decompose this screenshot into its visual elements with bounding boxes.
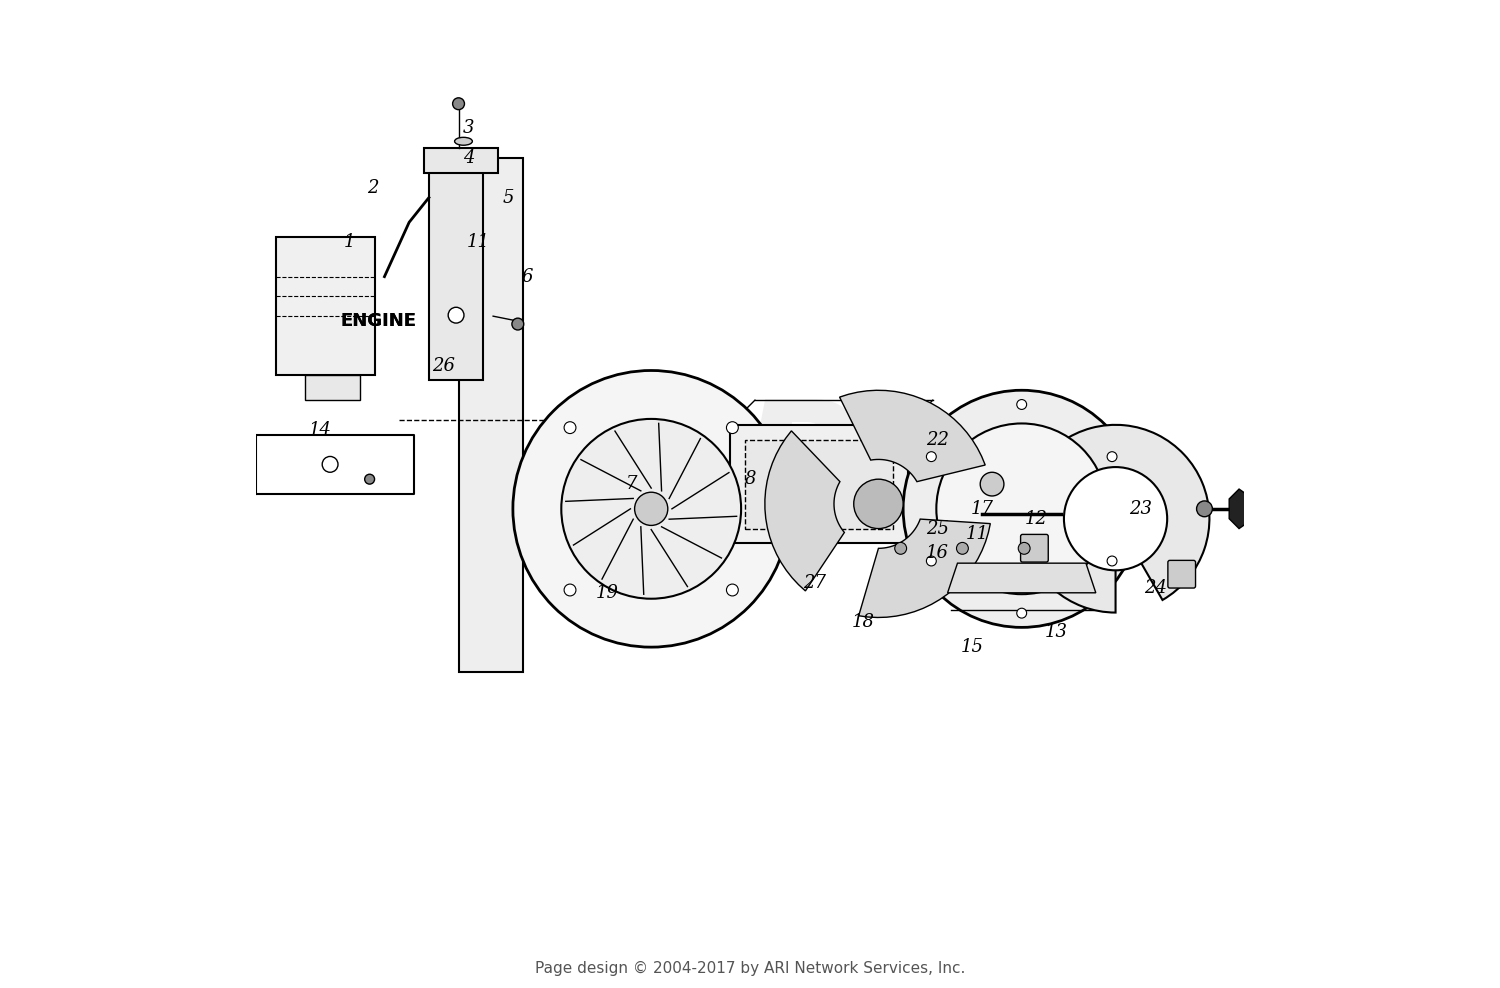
- Text: Page design © 2004-2017 by ARI Network Services, Inc.: Page design © 2004-2017 by ARI Network S…: [536, 960, 964, 976]
- Text: 24: 24: [1143, 579, 1167, 597]
- Text: 2: 2: [368, 179, 378, 197]
- Text: 18: 18: [852, 614, 874, 631]
- Text: 11: 11: [466, 233, 490, 251]
- Text: ARI: ARI: [610, 393, 930, 555]
- Text: 17: 17: [970, 500, 993, 518]
- Circle shape: [561, 419, 741, 599]
- FancyBboxPatch shape: [306, 375, 360, 400]
- FancyBboxPatch shape: [276, 237, 375, 375]
- Text: 27: 27: [802, 574, 825, 592]
- Circle shape: [903, 390, 1140, 627]
- Circle shape: [726, 584, 738, 596]
- Text: 16: 16: [926, 544, 950, 562]
- Circle shape: [927, 556, 936, 566]
- Text: 22: 22: [926, 431, 950, 449]
- Circle shape: [564, 422, 576, 434]
- Circle shape: [513, 370, 789, 647]
- Polygon shape: [948, 563, 1096, 593]
- FancyBboxPatch shape: [1168, 560, 1196, 588]
- Circle shape: [512, 318, 524, 330]
- Circle shape: [1197, 501, 1212, 517]
- Text: ENGINE: ENGINE: [340, 312, 416, 330]
- Circle shape: [957, 542, 969, 554]
- Ellipse shape: [454, 137, 472, 145]
- Text: 4: 4: [462, 149, 474, 167]
- Circle shape: [364, 474, 375, 484]
- Text: 7: 7: [626, 475, 638, 493]
- Circle shape: [936, 424, 1107, 594]
- Polygon shape: [765, 431, 844, 591]
- Text: 1: 1: [344, 233, 355, 251]
- FancyBboxPatch shape: [730, 425, 908, 543]
- Polygon shape: [1228, 489, 1250, 529]
- FancyBboxPatch shape: [1020, 535, 1048, 562]
- Circle shape: [853, 479, 903, 529]
- Circle shape: [894, 542, 906, 554]
- Text: 11: 11: [966, 525, 988, 542]
- Text: 23: 23: [1130, 500, 1152, 518]
- Circle shape: [1064, 467, 1167, 570]
- Circle shape: [453, 98, 465, 110]
- Circle shape: [448, 307, 464, 323]
- Circle shape: [927, 452, 936, 461]
- Circle shape: [1019, 542, 1031, 554]
- Text: 13: 13: [1046, 623, 1068, 641]
- Circle shape: [1107, 452, 1118, 461]
- Circle shape: [1017, 399, 1026, 409]
- Text: 5: 5: [503, 189, 513, 206]
- FancyBboxPatch shape: [459, 158, 524, 672]
- Wedge shape: [1022, 425, 1209, 613]
- Text: 12: 12: [1024, 510, 1048, 528]
- Polygon shape: [858, 519, 990, 618]
- Text: 15: 15: [962, 638, 984, 656]
- Text: ENGINE: ENGINE: [340, 312, 416, 330]
- Text: 6: 6: [522, 268, 534, 286]
- Text: 19: 19: [596, 584, 618, 602]
- Circle shape: [726, 422, 738, 434]
- Text: 26: 26: [432, 357, 454, 374]
- Text: 25: 25: [926, 520, 950, 537]
- FancyBboxPatch shape: [424, 148, 498, 173]
- Circle shape: [926, 452, 939, 465]
- Circle shape: [634, 492, 668, 526]
- Circle shape: [1107, 556, 1118, 566]
- Circle shape: [980, 472, 1004, 496]
- Polygon shape: [840, 390, 986, 482]
- Text: 8: 8: [744, 470, 756, 488]
- Text: 3: 3: [462, 120, 474, 137]
- Text: 14: 14: [309, 421, 332, 439]
- Circle shape: [322, 456, 338, 472]
- FancyBboxPatch shape: [429, 163, 483, 380]
- FancyBboxPatch shape: [746, 440, 894, 529]
- Circle shape: [1017, 609, 1026, 618]
- Circle shape: [564, 584, 576, 596]
